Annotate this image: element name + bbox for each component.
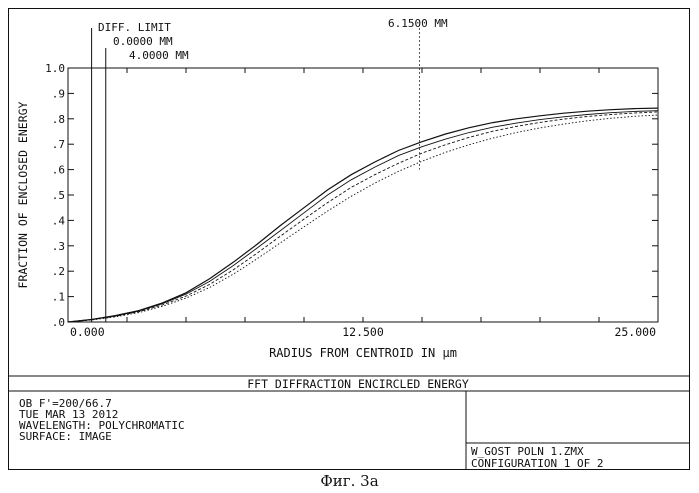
y-tick-label: 1.0	[45, 62, 65, 75]
x-tick-label: 0.000	[70, 325, 105, 339]
y-tick-label: .2	[52, 265, 65, 278]
y-tick-label: .3	[52, 240, 65, 253]
curve-series	[68, 111, 658, 322]
y-tick-labels: .0 .1 .2 .3 .4 .5 .6 .7 .8 .9 1.0	[45, 62, 65, 329]
y-axis-label: FRACTION OF ENCLOSED ENERGY	[16, 101, 30, 288]
y-tick-label: .7	[52, 138, 65, 151]
y-tick-label: .4	[52, 214, 66, 227]
info-line-4: SURFACE: IMAGE	[19, 430, 112, 443]
annotation-field: 6.1500 MM	[388, 17, 448, 30]
legend-diff-limit: DIFF. LIMIT	[98, 21, 171, 34]
plot-area	[68, 68, 658, 322]
y-tick-label: .5	[52, 189, 65, 202]
x-tick-label: 12.500	[342, 325, 384, 339]
plot-frame: .0 .1 .2 .3 .4 .5 .6 .7 .8 .9 1.0 0.000 12.500 25.00…	[8, 8, 690, 470]
legend-field-0: 0.0000 MM	[113, 35, 173, 48]
curve-series	[68, 115, 658, 322]
tick-marks	[68, 68, 658, 322]
curve-series	[68, 108, 658, 322]
chart-svg: .0 .1 .2 .3 .4 .5 .6 .7 .8 .9 1.0 0.000 12.500 25.00…	[8, 8, 690, 470]
y-tick-label: .8	[52, 113, 65, 126]
y-tick-label: .9	[52, 87, 65, 100]
y-tick-label: .0	[52, 316, 65, 329]
figure-caption: Фиг. 3а	[0, 472, 699, 490]
x-axis-label: RADIUS FROM CENTROID IN µm	[269, 346, 457, 360]
series-group	[68, 20, 658, 322]
footer-title: FFT DIFFRACTION ENCIRCLED ENERGY	[247, 377, 469, 391]
x-tick-labels: 0.000 12.500 25.000	[70, 325, 656, 339]
y-tick-label: .1	[52, 291, 65, 304]
legend-field-4: 4.0000 MM	[129, 49, 189, 62]
curve-series	[68, 112, 658, 322]
x-tick-label: 25.000	[614, 325, 656, 339]
y-tick-label: .6	[52, 164, 65, 177]
configuration-text: CONFIGURATION 1 OF 2	[471, 457, 603, 470]
